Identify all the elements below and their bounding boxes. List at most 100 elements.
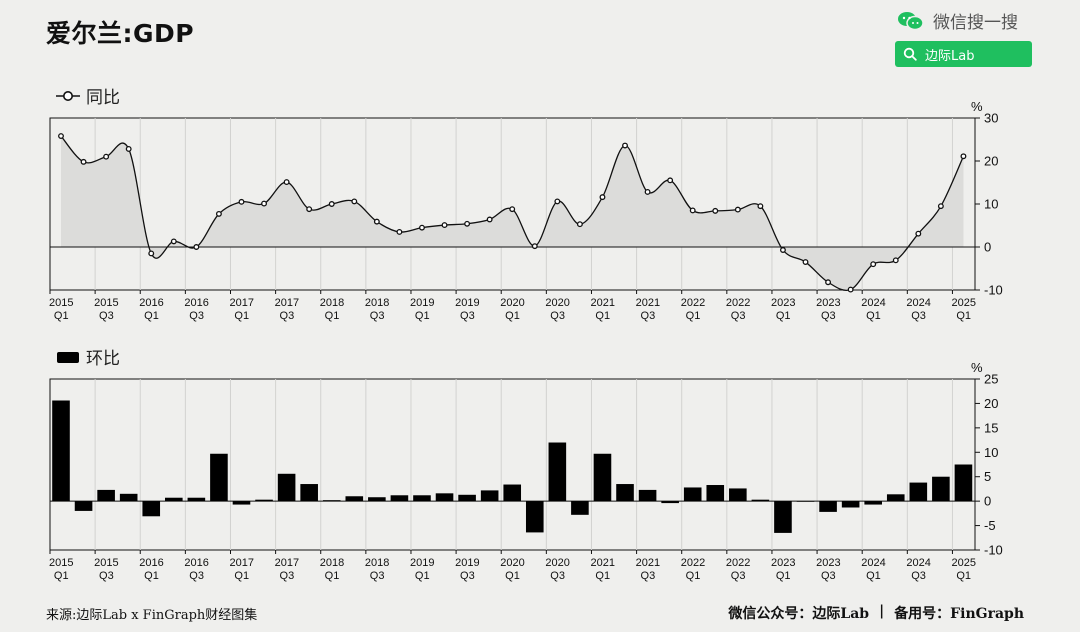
qoq-xtick-year: 2016 <box>184 557 208 569</box>
yoy-xtick-year: 2020 <box>545 297 569 309</box>
yoy-xtick-quarter: Q3 <box>550 310 565 322</box>
qoq-ytick-label: 20 <box>984 396 998 411</box>
qoq-bar-2015Q3 <box>97 489 115 502</box>
yoy-xtick-quarter: Q3 <box>460 310 475 322</box>
qoq-plot-frame <box>49 378 976 551</box>
qoq-bar-2020Q2 <box>525 501 544 533</box>
yoy-point-2019Q2 <box>441 222 448 229</box>
qoq-bar-2021Q4 <box>661 501 679 504</box>
qoq-xtick-year: 2025 <box>951 557 975 569</box>
qoq-xtick-year: 2016 <box>139 557 163 569</box>
qoq-ytick-label: 5 <box>984 469 991 484</box>
yoy-ytick-label: -10 <box>984 283 1003 298</box>
yoy-xtick-year: 2025 <box>951 297 975 309</box>
qoq-xtick-quarter: Q1 <box>866 570 881 582</box>
yoy-point-2024Q1 <box>870 261 877 268</box>
yoy-xtick-year: 2020 <box>500 297 524 309</box>
yoy-point-2023Q4 <box>847 286 854 293</box>
yoy-point-2023Q2 <box>802 259 809 265</box>
yoy-point-2020Q1 <box>509 206 516 213</box>
yoy-point-2015Q3 <box>103 153 110 160</box>
yoy-xtick-quarter: Q3 <box>641 310 656 322</box>
yoy-xtick-year: 2017 <box>275 297 299 309</box>
yoy-ytick-label: 0 <box>984 240 991 255</box>
yoy-point-2015Q2 <box>80 158 87 165</box>
qoq-xtick-year: 2020 <box>500 557 524 569</box>
wechat-label-text: 微信搜一搜 <box>933 13 1018 33</box>
yoy-xtick-quarter: Q1 <box>325 310 340 322</box>
yoy-point-2021Q2 <box>622 142 628 149</box>
qoq-xtick-year: 2018 <box>365 557 389 569</box>
qoq-bar-2021Q2 <box>616 484 634 502</box>
yoy-xtick-quarter: Q1 <box>866 310 881 322</box>
search-button[interactable]: 边际Lab <box>895 41 1032 67</box>
qoq-bar-2019Q1 <box>413 495 431 502</box>
qoq-xtick-quarter: Q3 <box>99 570 114 582</box>
yoy-point-2020Q2 <box>531 243 538 250</box>
yoy-xtick-year: 2016 <box>139 297 163 309</box>
search-button-label: 边际Lab <box>925 48 975 64</box>
yoy-xtick-year: 2019 <box>455 297 479 309</box>
bar-swatch-icon <box>57 351 79 363</box>
yoy-xtick-year: 2015 <box>49 297 73 309</box>
qoq-xtick-year: 2020 <box>545 557 569 569</box>
yoy-xtick-quarter: Q1 <box>505 310 520 322</box>
yoy-ytick-label: 10 <box>984 197 998 212</box>
qoq-bar-2017Q2 <box>255 499 273 502</box>
page-title: 爱尔兰:GDP <box>46 19 195 48</box>
yoy-xtick-quarter: Q3 <box>189 310 204 322</box>
yoy-xtick-year: 2017 <box>230 297 254 309</box>
qoq-xtick-year: 2018 <box>320 557 344 569</box>
yoy-xtick-quarter: Q3 <box>280 310 295 322</box>
qoq-xtick-quarter: Q3 <box>821 570 836 582</box>
qoq-xtick-quarter: Q3 <box>731 570 746 582</box>
qoq-xtick-year: 2021 <box>591 557 615 569</box>
footer-account: 微信公众号：边际Lab | 备用号：FinGraph <box>728 603 1024 623</box>
legend-yoy-label: 同比 <box>86 88 120 108</box>
qoq-bar-2022Q4 <box>751 499 770 502</box>
yoy-xtick-year: 2021 <box>636 297 660 309</box>
yoy-point-2017Q3 <box>283 179 290 186</box>
yoy-point-2023Q3 <box>825 279 832 286</box>
qoq-ytick-label: 25 <box>984 372 998 387</box>
yoy-point-2022Q4 <box>757 203 764 210</box>
qoq-bar-2023Q2 <box>796 501 815 502</box>
yoy-xtick-quarter: Q1 <box>686 310 701 322</box>
legend-qoq: 环比 <box>56 344 120 369</box>
yoy-point-2016Q2 <box>170 238 177 245</box>
yoy-point-2025Q1 <box>960 153 967 160</box>
qoq-xtick-quarter: Q3 <box>370 570 385 582</box>
yoy-xtick-year: 2022 <box>681 297 705 309</box>
qoq-bar-2019Q2 <box>435 493 454 502</box>
yoy-xtick-quarter: Q3 <box>911 310 926 322</box>
yoy-point-2024Q4 <box>937 203 944 210</box>
qoq-xtick-quarter: Q1 <box>54 570 69 582</box>
yoy-xtick-year: 2016 <box>184 297 208 309</box>
qoq-bar-2017Q1 <box>232 501 251 505</box>
account-label: 微信公众号：边际Lab <box>728 606 870 622</box>
qoq-xtick-year: 2024 <box>861 557 885 569</box>
yoy-xtick-year: 2018 <box>320 297 344 309</box>
yoy-ytick-label: 20 <box>984 154 998 169</box>
qoq-bar-2016Q3 <box>187 497 206 502</box>
qoq-ytick-label: 0 <box>984 494 991 509</box>
qoq-bar-2017Q4 <box>300 484 318 502</box>
qoq-ytick-label: -10 <box>984 543 1003 558</box>
qoq-xtick-quarter: Q3 <box>911 570 926 582</box>
legend-qoq-label: 环比 <box>86 349 120 369</box>
yoy-point-2024Q2 <box>892 257 899 264</box>
yoy-point-2017Q4 <box>306 206 313 213</box>
qoq-bar-2023Q4 <box>841 501 860 508</box>
qoq-bar-2015Q2 <box>74 501 93 511</box>
qoq-xtick-year: 2015 <box>49 557 73 569</box>
yoy-point-2016Q4 <box>215 210 222 217</box>
yoy-xtick-year: 2019 <box>410 297 434 309</box>
yoy-point-2016Q3 <box>193 244 200 250</box>
yoy-xtick-year: 2022 <box>726 297 750 309</box>
qoq-bar-2015Q1 <box>52 400 70 502</box>
qoq-xtick-quarter: Q1 <box>776 570 791 582</box>
yoy-point-2024Q3 <box>915 230 922 237</box>
qoq-bar-2024Q3 <box>909 482 928 502</box>
qoq-bar-2025Q1 <box>954 464 973 502</box>
